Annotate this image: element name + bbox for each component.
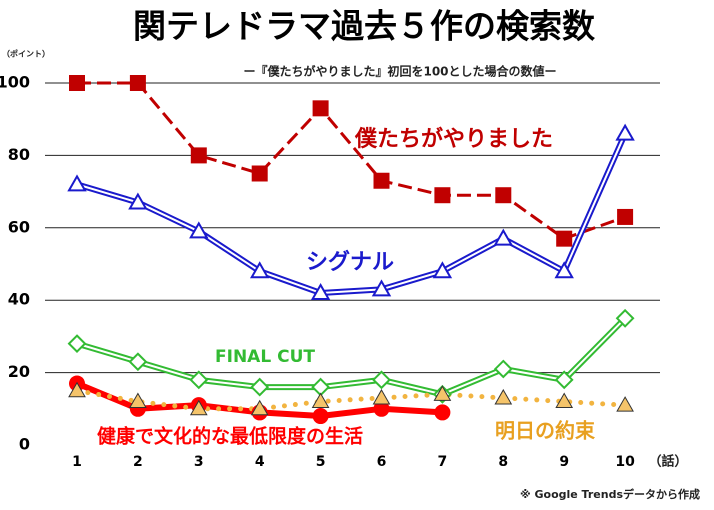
- x-tick-label: 4: [255, 454, 265, 470]
- x-axis-label: （話）: [648, 454, 687, 470]
- marker: [615, 123, 635, 141]
- marker: [67, 174, 87, 192]
- marker: [615, 308, 635, 328]
- note: ※ Google Trendsデータから作成: [520, 487, 700, 501]
- x-tick-label: 8: [498, 454, 508, 470]
- marker: [494, 388, 513, 405]
- marker: [189, 370, 209, 390]
- marker: [372, 388, 391, 405]
- x-tick-label: 2: [133, 454, 143, 470]
- marker: [616, 396, 634, 412]
- marker: [554, 261, 574, 279]
- series-line: [74, 388, 628, 412]
- y-tick-label: 0: [19, 435, 30, 454]
- chart-subtitle: ー『僕たちがやりました』初回を100とした場合の数値ー: [243, 64, 556, 79]
- series-line: [77, 81, 626, 241]
- marker: [312, 408, 329, 425]
- x-tick-label: 3: [194, 454, 204, 470]
- marker: [434, 187, 451, 204]
- marker: [495, 187, 512, 204]
- y-tick-label: 40: [8, 290, 30, 309]
- y-tick-label: 60: [8, 217, 30, 236]
- marker: [493, 359, 513, 379]
- marker: [250, 399, 269, 416]
- x-tick-label: 1: [72, 454, 82, 470]
- series-line-inner: [76, 317, 626, 396]
- x-tick-label: 9: [559, 454, 569, 470]
- marker: [433, 385, 452, 401]
- marker: [432, 261, 453, 279]
- marker: [555, 392, 574, 409]
- marker: [434, 404, 451, 421]
- marker: [372, 370, 391, 390]
- marker: [371, 279, 392, 297]
- series-label: 健康で文化的な最低限度の生活: [97, 425, 363, 448]
- series-label: 僕たちがやりました: [354, 126, 553, 152]
- y-tick-label: 80: [8, 145, 30, 164]
- marker: [189, 399, 208, 416]
- marker: [190, 147, 207, 164]
- marker: [617, 208, 634, 225]
- marker: [556, 230, 573, 247]
- marker: [128, 192, 148, 210]
- series-label: シグナル: [306, 249, 394, 275]
- x-tick-label: 5: [316, 454, 326, 470]
- marker: [68, 381, 86, 398]
- y-tick-label: 100: [0, 73, 30, 92]
- marker: [69, 75, 85, 91]
- series-label: 明日の約束: [495, 419, 596, 443]
- series-label: FINAL CUT: [215, 347, 315, 367]
- marker: [312, 100, 329, 117]
- marker: [311, 392, 330, 409]
- y-axis-label: （ポイント）: [2, 49, 50, 59]
- series-line-inner: [76, 133, 627, 294]
- marker: [251, 165, 268, 182]
- x-tick-label: 7: [438, 454, 448, 470]
- marker: [249, 261, 270, 279]
- marker: [373, 172, 390, 189]
- marker: [128, 352, 148, 372]
- x-tick-label: 6: [377, 454, 387, 470]
- marker: [129, 392, 147, 409]
- marker: [129, 75, 146, 91]
- marker: [310, 282, 331, 300]
- marker: [250, 377, 270, 397]
- x-tick-label: 10: [615, 454, 635, 470]
- marker: [493, 228, 514, 246]
- y-tick-label: 20: [8, 362, 30, 381]
- marker: [67, 334, 87, 354]
- marker: [554, 370, 574, 390]
- chart-title: 関テレドラマ過去５作の検索数: [133, 7, 596, 46]
- marker: [189, 221, 209, 239]
